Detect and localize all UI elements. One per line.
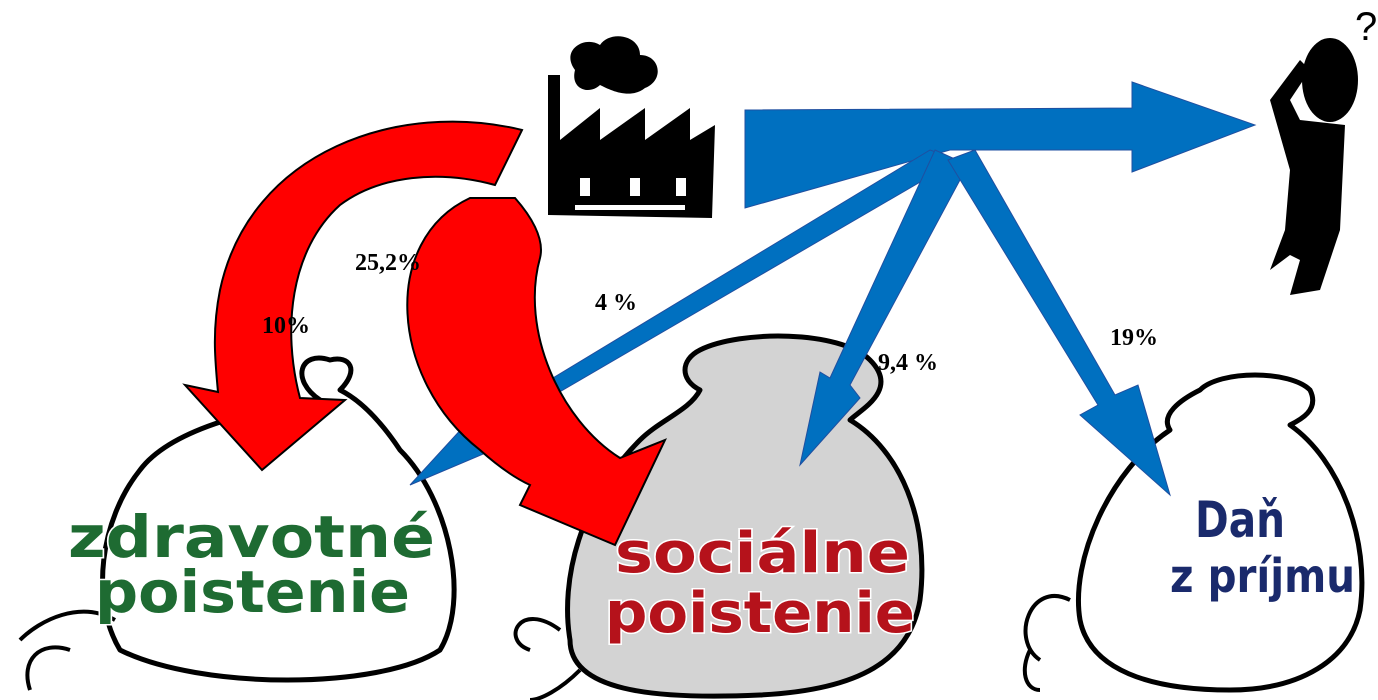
percentage-label: 25,2%: [355, 250, 421, 276]
bag-label: poistenie: [605, 581, 915, 646]
tax-arrow: [948, 150, 1170, 495]
net-wage-arrow: [745, 82, 1255, 208]
percentage-label: 19%: [1110, 325, 1158, 351]
percentage-label: 4 %: [595, 290, 637, 316]
diagram: ? 25,2% 10% 4 % 9,4 % 19% zdravotné pois…: [0, 0, 1378, 700]
bag-label: sociálne: [615, 521, 910, 586]
bag-label: Daň: [1195, 491, 1285, 549]
tax-bag: [1025, 375, 1362, 690]
factory-icon: [548, 36, 715, 218]
bag-label: z príjmu: [1170, 549, 1355, 603]
percentage-label: 9,4 %: [878, 350, 938, 376]
person-icon: ?: [1270, 5, 1377, 295]
bag-label: poistenie: [95, 558, 410, 626]
percentage-label: 10%: [262, 313, 310, 339]
thought-mark: ?: [1355, 5, 1377, 49]
social-employer-arrow: [407, 198, 665, 545]
